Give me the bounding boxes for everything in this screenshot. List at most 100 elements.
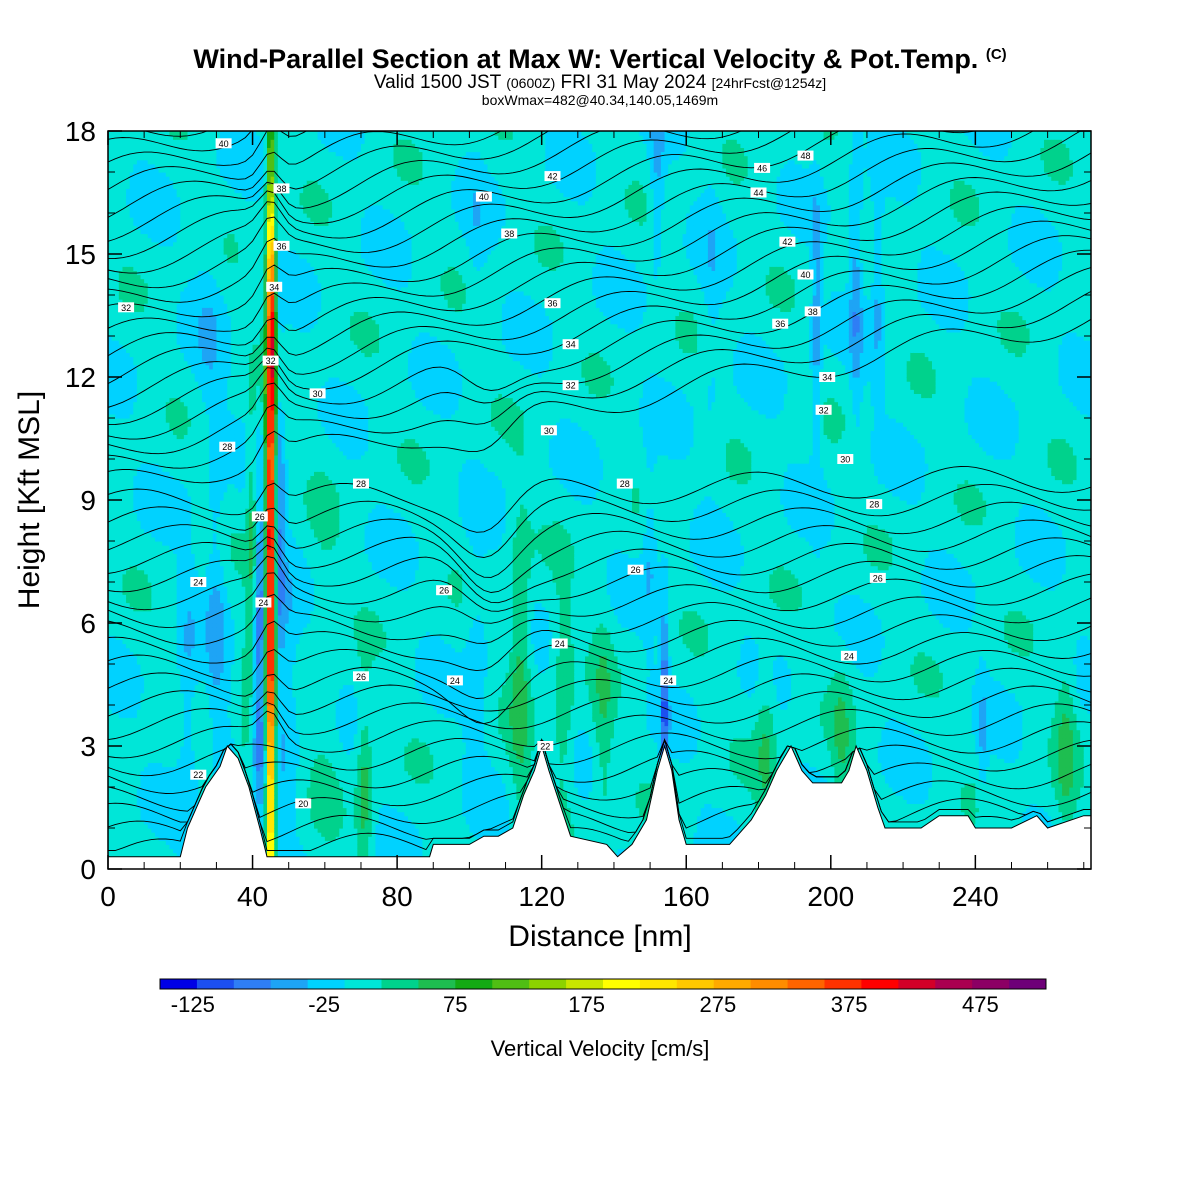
field-cell (115, 631, 119, 636)
field-cell (112, 828, 116, 833)
field-cell (119, 598, 123, 603)
field-cell (119, 324, 123, 329)
field-cell (119, 689, 123, 694)
field-cell (119, 164, 123, 169)
field-cell (112, 504, 116, 509)
field-cell (115, 844, 119, 849)
field-cell (115, 652, 119, 657)
field-cell (112, 328, 116, 333)
field-cell (112, 172, 116, 177)
field-cell (122, 627, 126, 632)
field-cell (119, 463, 123, 468)
field-cell (112, 410, 116, 415)
field-cell (115, 352, 119, 357)
field-cell (112, 816, 116, 821)
field-cell (115, 205, 119, 210)
field-cell (115, 648, 119, 653)
field-cell (119, 143, 123, 148)
field-cell (112, 664, 116, 669)
field-cell (119, 328, 123, 333)
field-cell (119, 648, 123, 653)
field-cell (119, 533, 123, 538)
field-cell (119, 398, 123, 403)
field-cell (119, 557, 123, 562)
field-cell (115, 795, 119, 800)
field-cell (112, 836, 116, 841)
field-cell (119, 537, 123, 542)
field-cell (112, 730, 116, 735)
field-cell (115, 701, 119, 706)
field-cell (119, 451, 123, 456)
field-cell (119, 701, 123, 706)
field-cell (112, 791, 116, 796)
field-cell (115, 754, 119, 759)
field-cell (119, 229, 123, 234)
field-cell (115, 369, 119, 374)
field-cell (112, 467, 116, 472)
field-cell (115, 475, 119, 480)
field-cell (119, 828, 123, 833)
field-cell (122, 685, 126, 690)
field-cell (119, 586, 123, 591)
field-cell (119, 217, 123, 222)
field-cell (122, 836, 126, 841)
field-cell (122, 816, 126, 821)
field-cell (119, 631, 123, 636)
field-cell (115, 726, 119, 731)
field-cell (119, 652, 123, 657)
field-cell (115, 562, 119, 567)
field-cell (112, 135, 116, 140)
field-cell (119, 168, 123, 173)
field-cell (115, 549, 119, 554)
field-cell (115, 316, 119, 321)
field-cell (122, 611, 126, 616)
field-cell (115, 791, 119, 796)
field-cell (115, 758, 119, 763)
field-cell (122, 672, 126, 677)
field-cell (112, 217, 116, 222)
cross-section-plot: 4038363432323028262424282622204038423634… (0, 0, 1200, 1200)
field-cell (115, 459, 119, 464)
field-cell (112, 758, 116, 763)
field-cell (119, 430, 123, 435)
field-cell (119, 840, 123, 845)
field-cell (112, 369, 116, 374)
field-cell (119, 668, 123, 673)
field-cell (115, 357, 119, 362)
field-cell (112, 808, 116, 813)
field-cell (112, 246, 116, 251)
field-cell (112, 594, 116, 599)
field-cell (115, 266, 119, 271)
field-cell (119, 357, 123, 362)
field-cell (115, 275, 119, 280)
field-cell (119, 738, 123, 743)
field-cell (119, 816, 123, 821)
field-cell (112, 557, 116, 562)
field-cell (122, 713, 126, 718)
field-cell (119, 258, 123, 263)
field-cell (119, 590, 123, 595)
field-cell (119, 283, 123, 288)
field-cell (122, 840, 126, 845)
field-cell (112, 320, 116, 325)
field-cell (115, 721, 119, 726)
field-cell (112, 680, 116, 685)
field-cell (119, 201, 123, 206)
field-cell (119, 832, 123, 837)
field-cell (112, 820, 116, 825)
field-cell (119, 607, 123, 612)
field-cell (115, 172, 119, 177)
field-cell (119, 676, 123, 681)
field-cell (115, 213, 119, 218)
field-cell (112, 553, 116, 558)
field-cell (112, 676, 116, 681)
field-cell (115, 586, 119, 591)
field-cell (115, 139, 119, 144)
field-cell (119, 566, 123, 571)
field-cell (119, 160, 123, 165)
field-cell (115, 816, 119, 821)
field-cell (112, 197, 116, 202)
field-cell (119, 545, 123, 550)
field-cell (115, 627, 119, 632)
field-cell (112, 471, 116, 476)
